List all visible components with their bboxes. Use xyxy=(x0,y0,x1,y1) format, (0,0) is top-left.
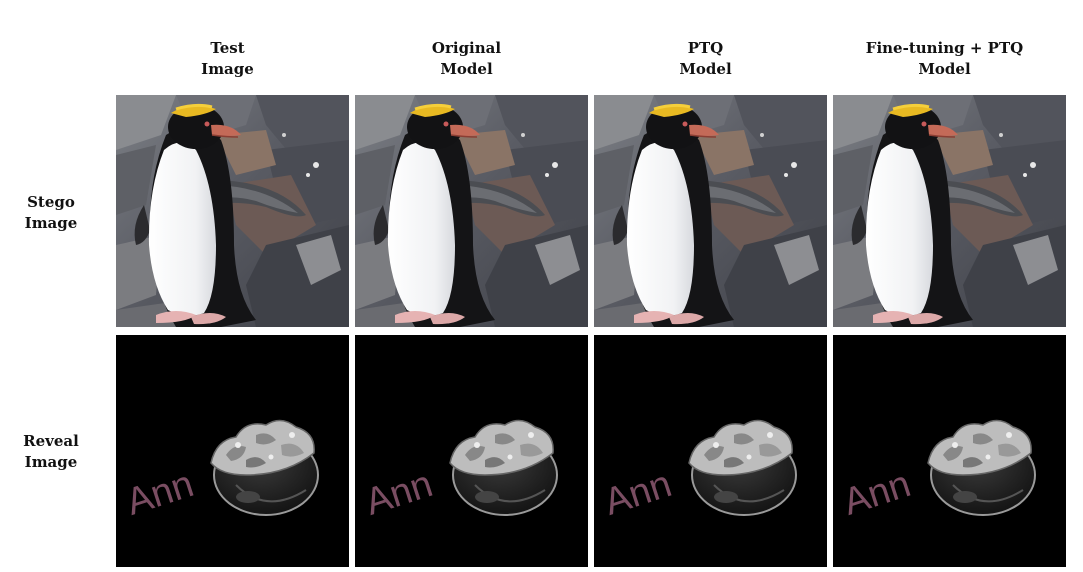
row-label-line2: Image xyxy=(24,453,78,471)
column-header-test-image: Test Image xyxy=(111,38,344,80)
stego-image-test xyxy=(116,95,349,327)
penguin-photo xyxy=(355,95,588,327)
penguin-photo xyxy=(594,95,827,327)
column-header-line1: Test xyxy=(210,39,245,57)
reveal-image-original-model: Ann xyxy=(355,335,588,567)
reveal-secret-image: Ann xyxy=(594,335,827,567)
row-label-line1: Reveal xyxy=(23,432,79,450)
column-header-line2: Image xyxy=(201,60,254,78)
column-header-line1: PTQ xyxy=(687,39,724,57)
reveal-secret-image: Ann xyxy=(355,335,588,567)
column-header-original-model: Original Model xyxy=(350,38,583,80)
column-header-finetuning-ptq-model: Fine-tuning + PTQ Model xyxy=(828,38,1061,80)
stego-image-ptq-model xyxy=(594,95,827,327)
penguin-photo xyxy=(833,95,1066,327)
stego-image-original-model xyxy=(355,95,588,327)
row-label-stego-image: Stego Image xyxy=(10,192,92,234)
reveal-image-test: Ann xyxy=(116,335,349,567)
column-header-ptq-model: PTQ Model xyxy=(589,38,822,80)
reveal-secret-image: Ann xyxy=(833,335,1066,567)
column-header-line1: Fine-tuning + PTQ xyxy=(865,39,1024,57)
column-header-line2: Model xyxy=(679,60,732,78)
row-label-line2: Image xyxy=(24,214,78,232)
row-label-line1: Stego xyxy=(27,193,75,211)
column-header-line2: Model xyxy=(440,60,493,78)
reveal-image-ptq-model: Ann xyxy=(594,335,827,567)
penguin-photo xyxy=(116,95,349,327)
column-header-line2: Model xyxy=(918,60,971,78)
column-header-line1: Original xyxy=(431,39,502,57)
reveal-secret-image: Ann xyxy=(116,335,349,567)
stego-image-finetuning-ptq-model xyxy=(833,95,1066,327)
row-label-reveal-image: Reveal Image xyxy=(10,431,92,473)
reveal-image-finetuning-ptq-model: Ann xyxy=(833,335,1066,567)
